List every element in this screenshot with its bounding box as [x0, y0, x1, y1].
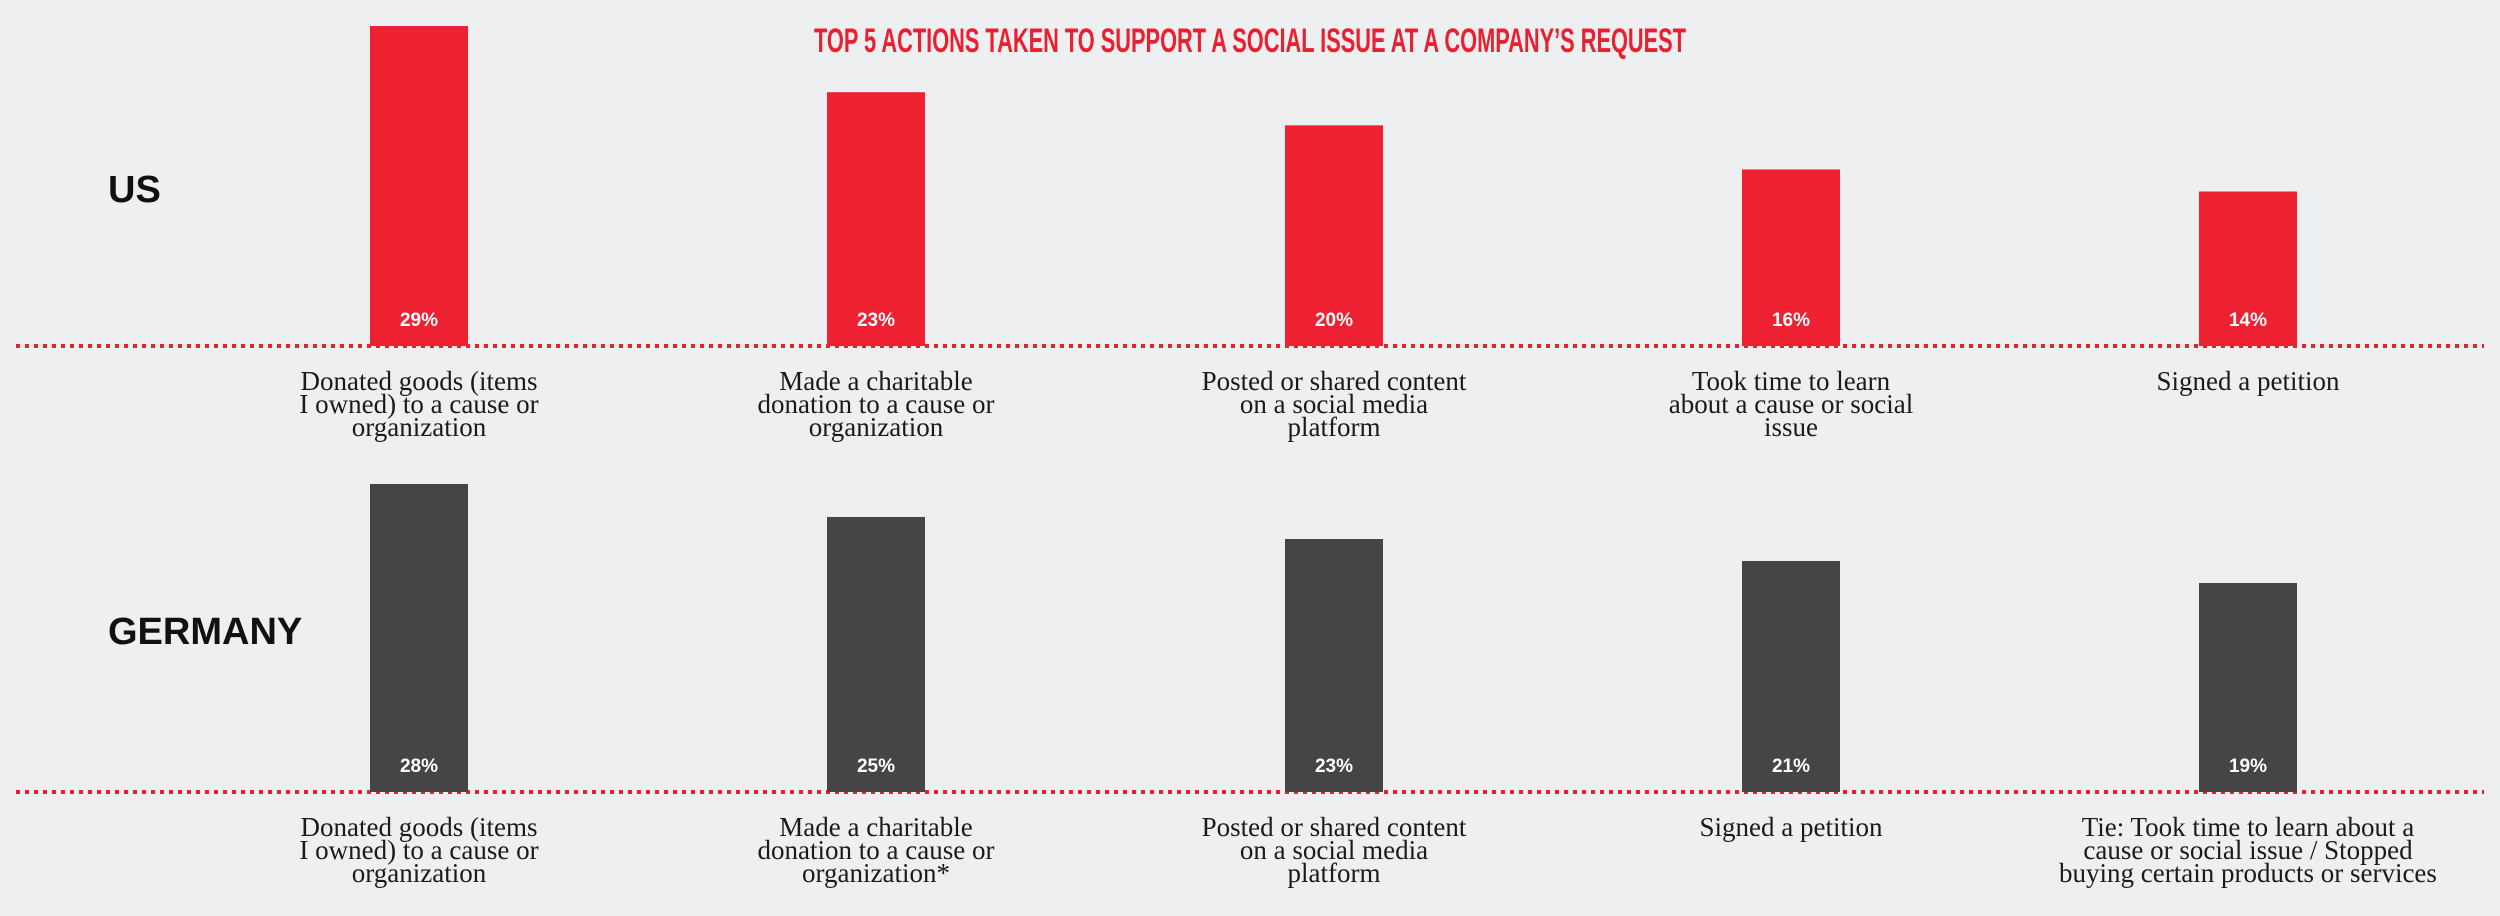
category-label-us-3: Posted or shared content on a social medi…	[1202, 366, 1467, 442]
value-label-us-3: 20%	[1315, 310, 1353, 331]
bar-us-1	[370, 26, 468, 346]
category-label-line: I owned) to a cause or	[299, 389, 538, 419]
bar-us-5	[2199, 191, 2297, 346]
category-label-germany-4: Signed a petition	[1700, 812, 1883, 842]
category-label-us-2: Made a charitable donation to a cause or o…	[758, 366, 995, 442]
category-label-line: Donated goods (items	[301, 366, 538, 396]
category-label-line: Signed a petition	[2157, 366, 2340, 396]
category-label-line: issue	[1764, 412, 1818, 442]
bar-germany-1	[370, 484, 468, 792]
category-label-line: about a cause or social	[1669, 389, 1913, 419]
panel-label-us: US	[108, 169, 161, 211]
category-label-line: Made a charitable	[779, 366, 972, 396]
category-label-line: Donated goods (items	[301, 812, 538, 842]
bar-us-4	[1742, 169, 1840, 346]
category-label-germany-3: Posted or shared content on a social medi…	[1202, 812, 1467, 888]
category-label-germany-1: Donated goods (items I owned) to a cause …	[299, 812, 538, 888]
category-label-line: organization*	[802, 858, 950, 888]
value-label-us-4: 16%	[1772, 310, 1810, 331]
category-label-line: I owned) to a cause or	[299, 835, 538, 865]
category-label-line: cause or social issue / Stopped	[2083, 835, 2413, 865]
category-label-us-4: Took time to learn about a cause or socia…	[1669, 366, 1913, 442]
value-label-us-2: 23%	[857, 310, 895, 331]
bar-germany-2	[827, 517, 925, 792]
value-label-germany-3: 23%	[1315, 756, 1353, 777]
category-label-line: on a social media	[1240, 389, 1428, 419]
category-label-line: Posted or shared content	[1202, 366, 1467, 396]
value-label-germany-4: 21%	[1772, 756, 1810, 777]
category-label-line: organization	[352, 858, 487, 888]
category-label-line: organization	[809, 412, 944, 442]
category-label-line: Made a charitable	[779, 812, 972, 842]
category-label-us-5: Signed a petition	[2157, 366, 2340, 396]
category-label-line: organization	[352, 412, 487, 442]
category-label-line: donation to a cause or	[758, 835, 995, 865]
bar-germany-3	[1285, 539, 1383, 792]
category-label-line: buying certain products or services	[2059, 858, 2437, 888]
category-label-line: platform	[1288, 412, 1381, 442]
value-label-us-5: 14%	[2229, 310, 2267, 331]
bar-germany-4	[1742, 561, 1840, 792]
value-label-germany-1: 28%	[400, 756, 438, 777]
category-label-line: Signed a petition	[1700, 812, 1883, 842]
value-label-us-1: 29%	[400, 310, 438, 331]
bar-germany-5	[2199, 583, 2297, 792]
category-label-line: Posted or shared content	[1202, 812, 1467, 842]
value-label-germany-5: 19%	[2229, 756, 2267, 777]
category-label-us-1: Donated goods (items I owned) to a cause …	[299, 366, 538, 442]
bar-us-2	[827, 92, 925, 346]
category-label-line: donation to a cause or	[758, 389, 995, 419]
bar-us-3	[1285, 125, 1383, 346]
panel-label-germany: GERMANY	[108, 611, 302, 653]
chart-title: TOP 5 ACTIONS TAKEN TO SUPPORT A SOCIAL …	[814, 22, 1686, 60]
category-label-germany-5: Tie: Took time to learn about a cause or …	[2059, 812, 2437, 888]
chart-marks: 29%Donated goods (items I owned) to a cau…	[16, 26, 2484, 888]
category-label-line: platform	[1288, 858, 1381, 888]
value-label-germany-2: 25%	[857, 756, 895, 777]
category-label-germany-2: Made a charitable donation to a cause or o…	[758, 812, 995, 888]
category-label-line: Tie: Took time to learn about a	[2082, 812, 2415, 842]
category-label-line: on a social media	[1240, 835, 1428, 865]
category-label-line: Took time to learn	[1692, 366, 1891, 396]
